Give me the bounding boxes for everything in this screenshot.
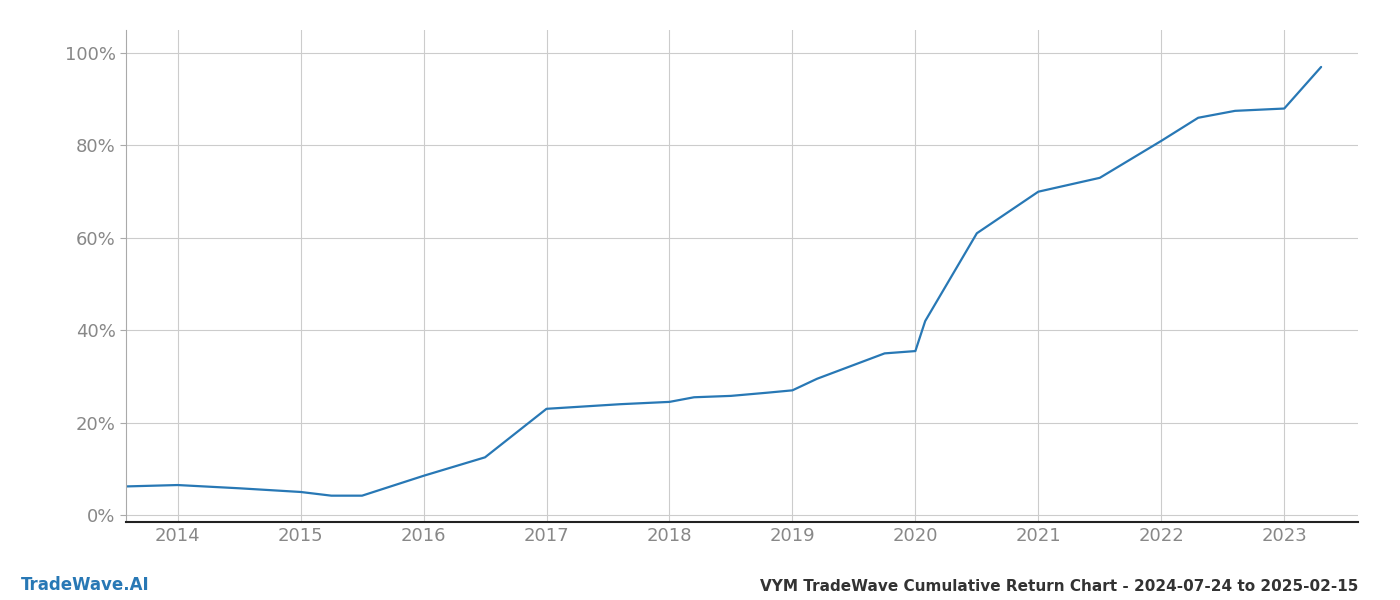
Text: VYM TradeWave Cumulative Return Chart - 2024-07-24 to 2025-02-15: VYM TradeWave Cumulative Return Chart - … [760, 579, 1358, 594]
Text: TradeWave.AI: TradeWave.AI [21, 576, 150, 594]
